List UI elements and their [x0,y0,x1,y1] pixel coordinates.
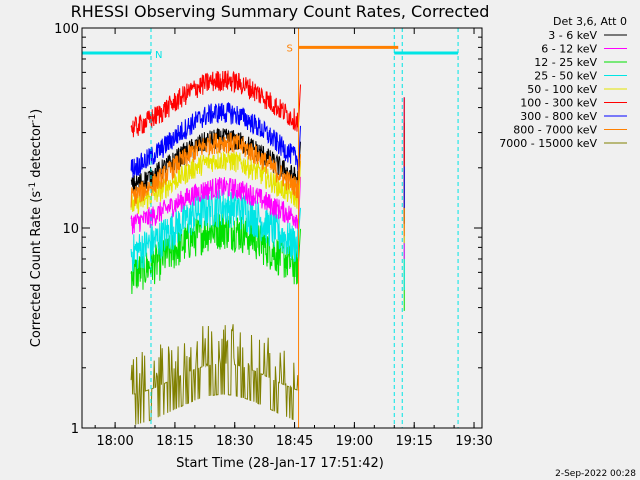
legend-label: 800 - 7000 keV [513,124,597,137]
x-axis-title: Start Time (28-Jan-17 17:51:42) [176,456,384,471]
x-tick-label: 18:15 [156,434,193,449]
legend-label: 6 - 12 keV [541,43,597,56]
series-line-100-300kev [130,70,301,138]
legend-label: 50 - 100 keV [527,83,597,96]
x-tick-label: 18:45 [276,434,313,449]
night-label: N [155,50,162,61]
legend-label: 100 - 300 keV [520,97,597,110]
series-line-6-12kev [130,176,301,235]
legend-label: 3 - 6 keV [548,29,597,42]
legend-label: 300 - 800 keV [520,110,597,123]
y-tick-label: 10 [62,222,79,237]
chart-title: RHESSI Observing Summary Count Rates, Co… [71,2,490,21]
plot-area [82,28,482,428]
y-tick-label: 1 [71,422,79,437]
series-line-7000-15000kev [130,324,300,425]
saa-label: S [287,43,293,54]
timestamp: 2-Sep-2022 00:28 [555,469,636,479]
legend-label: 7000 - 15000 keV [499,137,597,150]
x-tick-label: 19:00 [336,434,373,449]
series-line-300-800kev [130,102,301,178]
x-tick-label: 19:30 [455,434,492,449]
legend-header: Det 3,6, Att 0 [553,15,627,28]
legend-label: 12 - 25 keV [534,56,597,69]
y-axis-title: Corrected Count Rate (s-1 detector-1) [28,109,44,347]
x-tick-label: 18:00 [96,434,133,449]
x-tick-label: 18:30 [216,434,253,449]
series-line-50-100kev [130,149,301,215]
legend-label: 25 - 50 keV [534,70,597,83]
y-tick-label: 100 [54,22,79,37]
series-line-800-7000kev [130,132,301,208]
x-tick-label: 19:15 [395,434,432,449]
